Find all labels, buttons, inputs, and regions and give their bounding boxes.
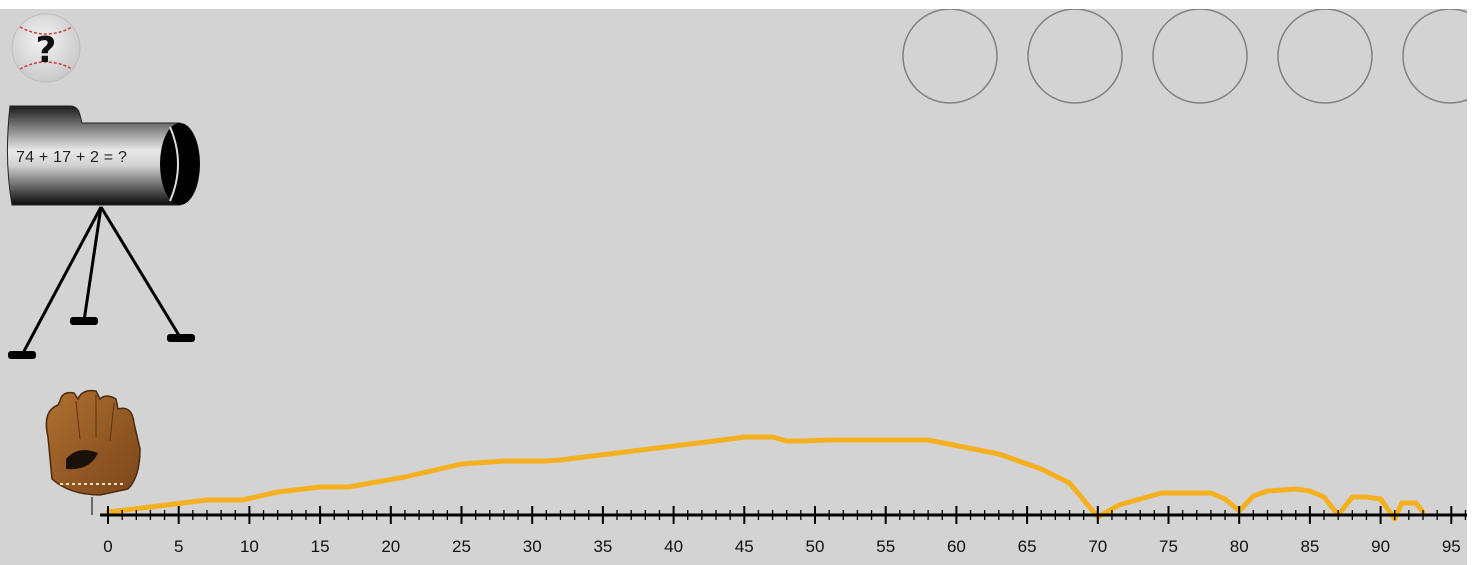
tick-label: 45: [735, 537, 754, 556]
cannon-muzzle: [160, 123, 200, 205]
answer-slot[interactable]: [902, 9, 998, 104]
tick-label: 0: [103, 537, 112, 556]
tick-label: 5: [174, 537, 183, 556]
tick-label: 70: [1088, 537, 1107, 556]
baseball-help-icon: [11, 13, 81, 83]
tick-label: 25: [452, 537, 471, 556]
tick-label: 15: [311, 537, 330, 556]
baseball-stitch-top: [19, 26, 73, 35]
number-line-labels: 0 5 10 15 20 25 30 35 40 45 50 55 60 65 70 75 80 85 90 95: [103, 537, 1460, 556]
cannon: [6, 105, 200, 359]
tick-label: 65: [1018, 537, 1037, 556]
tick-label: 55: [876, 537, 895, 556]
answer-slot[interactable]: [1152, 9, 1248, 104]
equation-text: 74 + 17 + 2 = ?: [16, 149, 128, 166]
cannon-muzzle-rim: [169, 126, 179, 202]
tick-label: 10: [240, 537, 259, 556]
ball-trajectory: [105, 434, 1426, 522]
tick-label: 50: [806, 537, 825, 556]
help-question-mark: ?: [36, 30, 57, 71]
tripod-leg-middle: [82, 206, 103, 322]
tick-label: 20: [381, 537, 400, 556]
tick-label: 95: [1442, 537, 1461, 556]
tick-label: 35: [593, 537, 612, 556]
tick-label: 90: [1371, 537, 1390, 556]
tripod-foot-left: [8, 351, 36, 359]
tick-label: 75: [1159, 537, 1178, 556]
tripod-leg-left: [20, 206, 103, 356]
help-button[interactable]: ?: [11, 13, 81, 83]
number-line-ticks: [107, 506, 1467, 524]
answer-slot[interactable]: [1402, 9, 1467, 104]
glove-body: [45, 389, 141, 496]
tick-label: 40: [664, 537, 683, 556]
game-scene: ? 0 5 10 15 20 25: [6, 9, 1467, 556]
tripod-foot-right: [167, 334, 195, 342]
tripod-leg-right: [99, 206, 182, 338]
number-line[interactable]: 0 5 10 15 20 25 30 35 40 45 50 55 60 65 70 75 80 85 90 95: [100, 506, 1467, 556]
tripod-foot-middle: [70, 317, 98, 325]
answer-slots: [902, 9, 1467, 104]
answer-slot[interactable]: [1027, 9, 1123, 104]
baseball-stitch-bottom: [19, 61, 73, 70]
tick-label: 80: [1230, 537, 1249, 556]
tick-label: 85: [1300, 537, 1319, 556]
baseball-glove-icon: [45, 389, 141, 515]
glove-finger-lines: [75, 395, 115, 442]
answer-slot[interactable]: [1277, 9, 1373, 104]
game-stage: ? 0 5 10 15 20 25: [0, 9, 1467, 565]
tick-label: 30: [523, 537, 542, 556]
glove-pocket: [66, 450, 98, 470]
tick-label: 60: [947, 537, 966, 556]
